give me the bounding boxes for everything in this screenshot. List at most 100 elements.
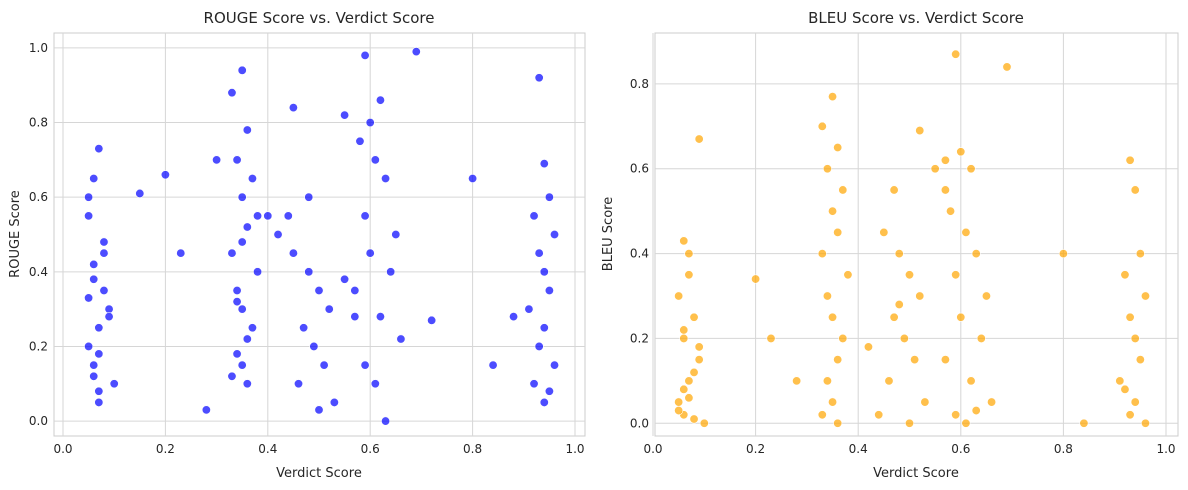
- bleu-data-point: [1130, 333, 1140, 343]
- rouge-x-axis-label: Verdict Score: [276, 466, 362, 481]
- bleu-data-point: [828, 92, 838, 102]
- rouge-data-point: [84, 293, 94, 303]
- rouge-data-point: [84, 211, 94, 221]
- rouge-data-point: [319, 360, 329, 370]
- bleu-data-point: [817, 249, 827, 259]
- bleu-x-tick-label: 0.0: [643, 442, 662, 456]
- bleu-y-tick-label: 0.8: [630, 77, 649, 91]
- bleu-data-point: [679, 236, 689, 246]
- bleu-data-point: [940, 155, 950, 165]
- rouge-x-tick-label: 0.8: [463, 442, 482, 456]
- rouge-data-point: [294, 379, 304, 389]
- bleu-data-point: [689, 367, 699, 377]
- rouge-data-point: [355, 136, 365, 146]
- bleu-data-point: [956, 147, 966, 157]
- rouge-data-point: [539, 159, 549, 169]
- rouge-data-point: [232, 349, 242, 359]
- bleu-data-point: [1115, 376, 1125, 386]
- rouge-data-point: [314, 405, 324, 415]
- bleu-data-point: [1002, 62, 1012, 72]
- rouge-data-point: [212, 155, 222, 165]
- bleu-data-point: [910, 355, 920, 365]
- rouge-y-tick-label: 0.2: [29, 339, 48, 353]
- bleu-data-point: [863, 342, 873, 352]
- bleu-gridlines: [652, 33, 1178, 436]
- bleu-x-axis-label: Verdict Score: [873, 466, 959, 481]
- bleu-data-point: [940, 185, 950, 195]
- rouge-data-point: [350, 312, 360, 322]
- bleu-y-tick-label: 0.2: [630, 331, 649, 345]
- rouge-x-tick-label: 0.6: [361, 442, 380, 456]
- rouge-y-axis-label: ROUGE Score: [8, 190, 23, 278]
- rouge-data-point: [109, 379, 119, 389]
- bleu-chart-title: BLEU Score vs. Verdict Score: [808, 9, 1024, 27]
- rouge-data-point: [247, 174, 257, 184]
- rouge-data-point: [84, 341, 94, 351]
- bleu-data-point: [946, 206, 956, 216]
- rouge-data-point: [324, 304, 334, 314]
- bleu-data-point: [694, 355, 704, 365]
- bleu-data-point: [674, 406, 684, 416]
- bleu-data-point: [940, 355, 950, 365]
- rouge-y-ticks: 0.0 0.2 0.4 0.6 0.8 1.0: [29, 41, 48, 428]
- bleu-data-point: [833, 355, 843, 365]
- rouge-x-ticks: 0.0 0.2 0.4 0.6 0.8 1.0: [53, 442, 584, 456]
- rouge-data-point: [84, 192, 94, 202]
- bleu-data-point: [822, 376, 832, 386]
- rouge-data-point: [340, 274, 350, 284]
- bleu-data-point: [961, 227, 971, 237]
- rouge-data-point: [304, 267, 314, 277]
- bleu-y-ticks: 0.0 0.2 0.4 0.6 0.8: [630, 77, 649, 430]
- rouge-data-point: [468, 174, 478, 184]
- bleu-data-point: [766, 333, 776, 343]
- rouge-data-point: [427, 315, 437, 325]
- rouge-data-point: [237, 360, 247, 370]
- rouge-data-point: [232, 155, 242, 165]
- rouge-data-point: [227, 371, 237, 381]
- rouge-x-tick-label: 0.0: [53, 442, 72, 456]
- rouge-data-point: [237, 65, 247, 75]
- bleu-data-point: [889, 185, 899, 195]
- bleu-data-point: [1125, 312, 1135, 322]
- rouge-data-point: [509, 312, 519, 322]
- rouge-data-point: [94, 349, 104, 359]
- bleu-data-point: [833, 143, 843, 153]
- bleu-data-point: [976, 333, 986, 343]
- rouge-data-point: [94, 323, 104, 333]
- rouge-data-point: [539, 397, 549, 407]
- rouge-gridlines: [54, 33, 585, 436]
- rouge-data-point: [232, 297, 242, 307]
- bleu-data-point: [1140, 418, 1150, 428]
- bleu-data-point: [694, 342, 704, 352]
- rouge-data-point: [534, 73, 544, 83]
- bleu-data-point: [1130, 185, 1140, 195]
- rouge-data-point: [253, 211, 263, 221]
- rouge-data-point: [539, 323, 549, 333]
- bleu-data-point: [951, 270, 961, 280]
- rouge-data-point: [288, 103, 298, 113]
- rouge-data-point: [360, 50, 370, 60]
- bleu-data-point: [1130, 397, 1140, 407]
- bleu-data-point: [833, 418, 843, 428]
- rouge-data-point: [365, 248, 375, 258]
- rouge-data-point: [534, 341, 544, 351]
- rouge-data-point: [534, 248, 544, 258]
- rouge-data-point: [242, 222, 252, 232]
- rouge-data-point: [391, 230, 401, 240]
- bleu-data-point: [1125, 155, 1135, 165]
- rouge-points: [84, 47, 560, 426]
- rouge-x-tick-label: 1.0: [565, 442, 584, 456]
- bleu-data-point: [833, 227, 843, 237]
- bleu-data-point: [679, 384, 689, 394]
- bleu-data-point: [674, 291, 684, 301]
- rouge-data-point: [329, 397, 339, 407]
- rouge-data-point: [524, 304, 534, 314]
- rouge-data-point: [263, 211, 273, 221]
- bleu-data-point: [915, 126, 925, 136]
- bleu-data-point: [1135, 355, 1145, 365]
- bleu-data-point: [966, 164, 976, 174]
- rouge-data-point: [99, 237, 109, 247]
- bleu-data-point: [684, 393, 694, 403]
- bleu-data-point: [843, 270, 853, 280]
